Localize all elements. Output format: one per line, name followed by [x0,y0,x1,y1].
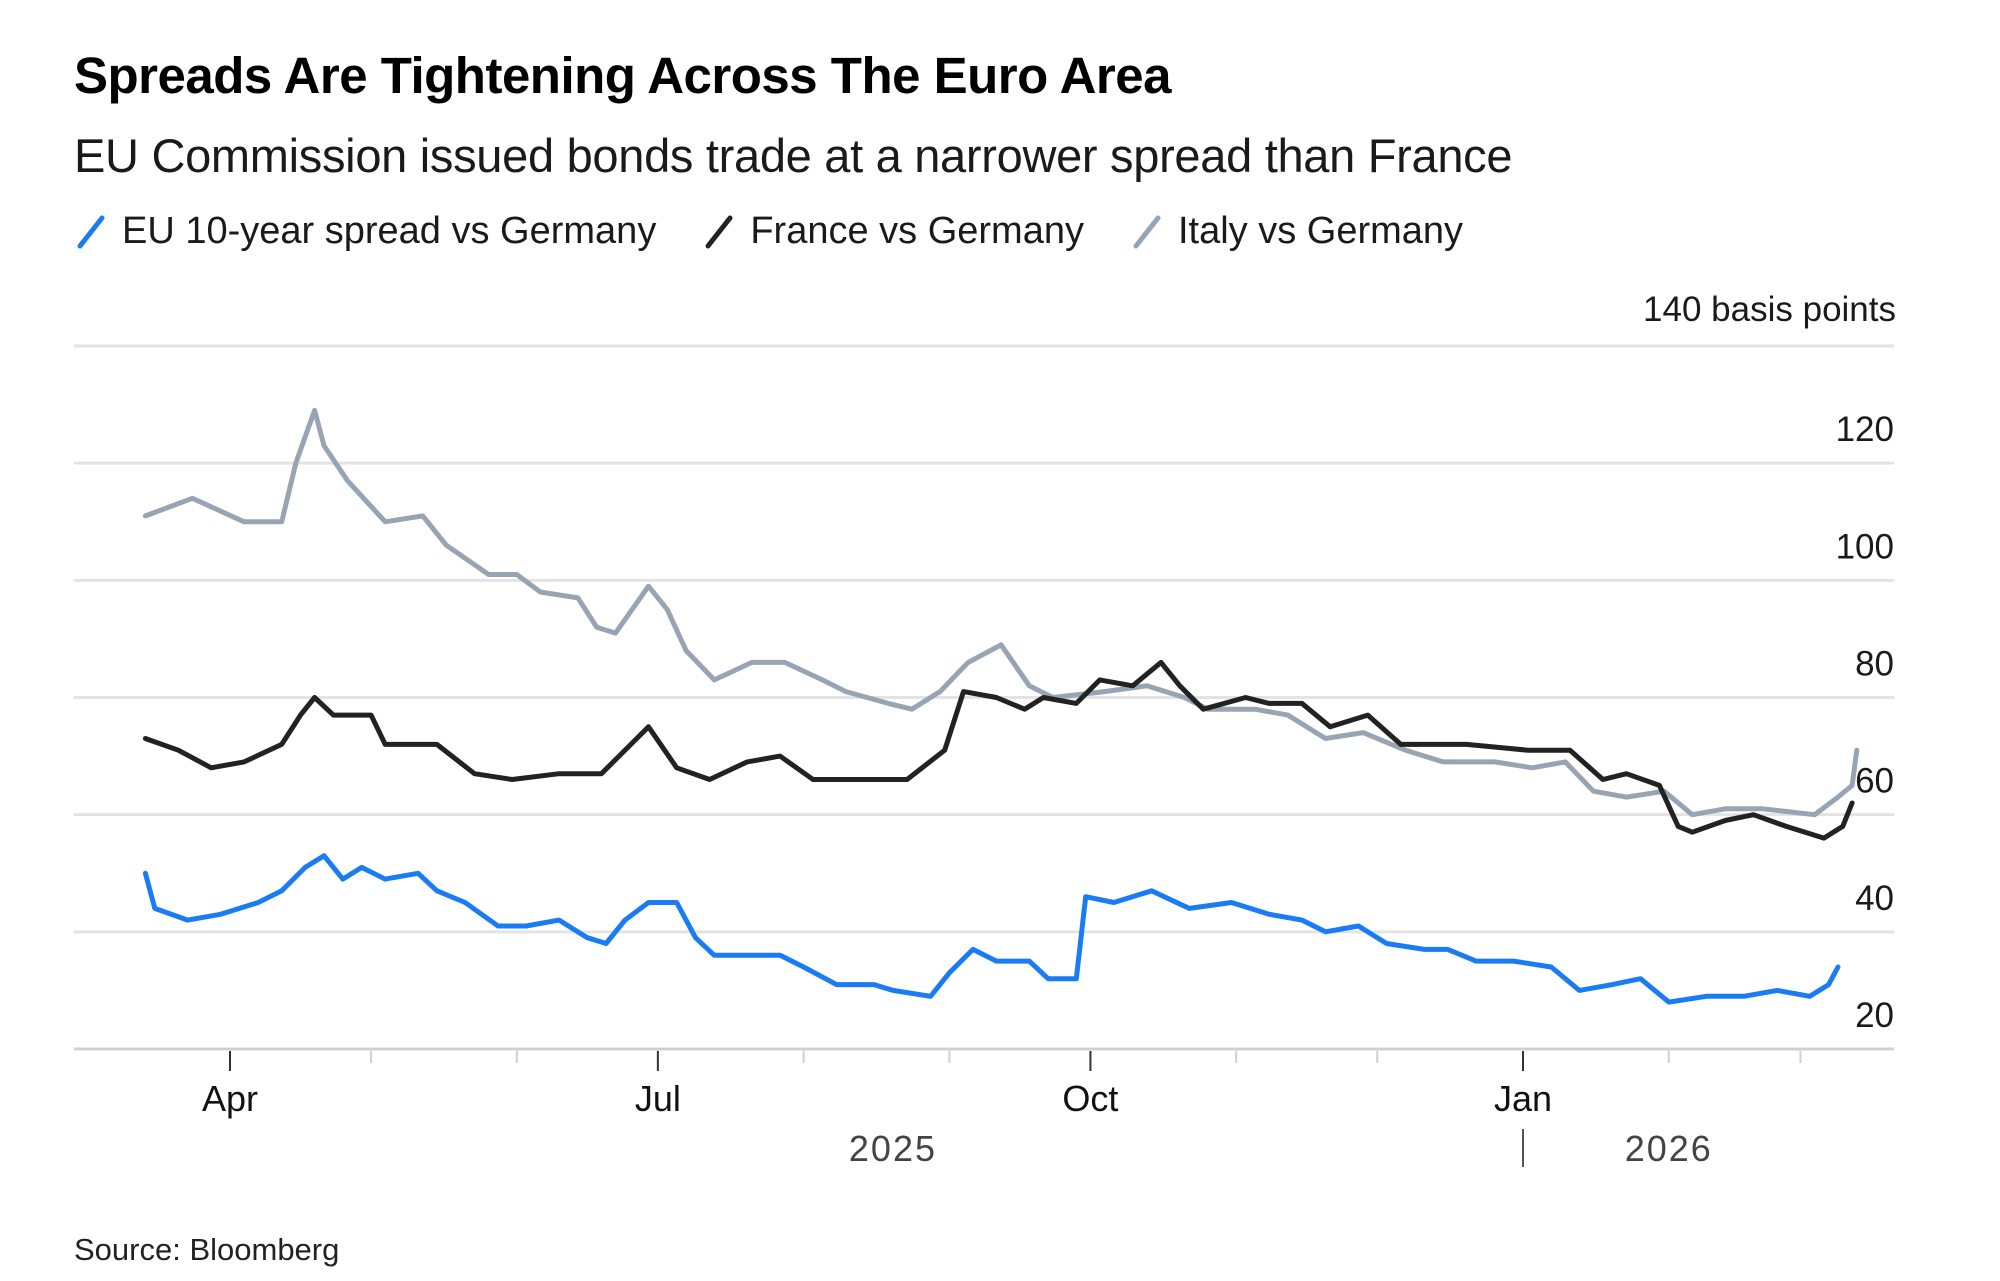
legend-item-eu: EU 10-year spread vs Germany [74,210,656,253]
legend-label-italy: Italy vs Germany [1177,210,1464,252]
legend-swatch-eu-icon [77,215,105,248]
x-axis: Apr Jul Oct Jan 2025 2026 [202,1051,1802,1169]
legend: EU 10-year spread vs Germany France vs G… [74,210,1509,253]
y-tick-label: 100 [1836,527,1894,566]
y-tick-label: 20 [1855,996,1894,1035]
series-line-france [142,659,1855,841]
series-lines [142,407,1860,1005]
x-tick-label: Apr [202,1078,258,1119]
y-axis-ticks: 120 100 80 60 40 20 [1836,410,1894,1035]
y-tick-label: 60 [1855,762,1894,801]
legend-label-eu: EU 10-year spread vs Germany [122,210,657,252]
year-label: 2026 [1625,1128,1713,1169]
legend-swatch-france-icon [705,215,733,248]
x-tick-label: Jul [635,1078,681,1119]
chart-title: Spreads Are Tightening Across The Euro A… [74,47,1172,104]
series-line-italy [142,407,1860,818]
y-tick-label: 40 [1855,879,1894,918]
y-tick-label: 120 [1836,410,1894,449]
legend-item-france: France vs Germany [702,210,1084,253]
year-label: 2025 [849,1128,937,1169]
legend-swatch-italy-icon [1133,215,1161,248]
legend-label-france: France vs Germany [750,210,1084,252]
legend-item-italy: Italy vs Germany [1130,210,1463,253]
series-line-eu [142,853,1841,1005]
y-tick-label: 80 [1855,645,1894,684]
x-tick-label: Jan [1494,1078,1552,1119]
y-axis-unit-label: 140 basis points [1643,290,1896,329]
chart-subtitle: EU Commission issued bonds trade at a na… [74,129,1513,182]
source-note: Source: Bloomberg [74,1232,340,1267]
x-tick-label: Oct [1062,1078,1118,1119]
